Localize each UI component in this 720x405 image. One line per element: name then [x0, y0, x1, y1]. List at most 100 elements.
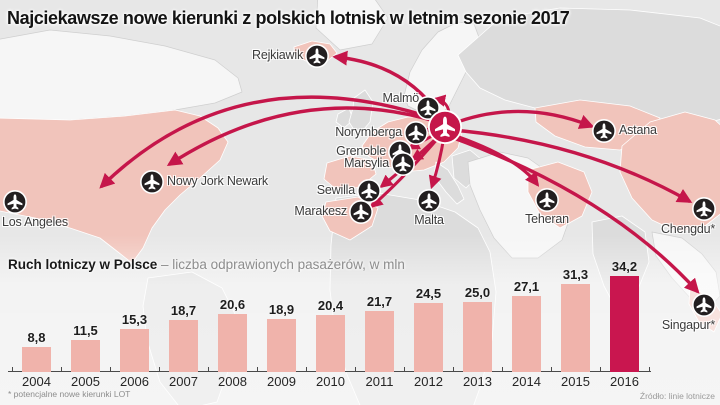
destination-label: Sewilla [316, 183, 355, 197]
plane-icon [391, 152, 415, 176]
chart-title-bold: Ruch lotniczy w Polsce [8, 257, 158, 272]
year-label: 2005 [71, 374, 100, 389]
value-label: 31,3 [562, 267, 589, 282]
plane-icon [592, 119, 616, 143]
destination-plane-icon [416, 96, 440, 120]
hub-plane-icon [427, 109, 463, 145]
year-label: 2013 [463, 374, 492, 389]
destination-plane-icon [305, 44, 329, 68]
plane-icon [692, 197, 716, 221]
axis-tick [649, 367, 650, 372]
value-label: 11,5 [73, 322, 98, 338]
axis-tick [208, 367, 209, 372]
destination-label: Los Angeles [2, 215, 68, 229]
value-label: 34,2 [611, 258, 638, 274]
chart-title: Ruch lotniczy w Polsce – liczba odprawio… [8, 257, 405, 272]
axis-tick [159, 367, 160, 372]
plane-icon [3, 190, 27, 214]
axis-tick [502, 367, 503, 372]
destination-label: Singapur* [661, 318, 715, 332]
bar-2014 [512, 295, 541, 372]
plane-icon [417, 189, 441, 213]
destination-plane-icon [349, 200, 373, 224]
destination-plane-icon [592, 119, 616, 143]
destination-plane-icon [417, 189, 441, 213]
plane-icon [404, 121, 428, 145]
year-label: 2011 [365, 374, 394, 389]
year-label: 2008 [218, 374, 247, 389]
year-label: 2015 [561, 374, 590, 389]
destination-plane-icon [692, 293, 716, 317]
footnote: * potencjalne nowe kierunki LOT [8, 389, 131, 399]
source-credit: Źródło: linie lotnicze [639, 391, 715, 401]
plane-icon [357, 179, 381, 203]
value-label: 24,5 [415, 286, 442, 302]
destination-plane-icon [404, 121, 428, 145]
value-label: 27,1 [513, 278, 540, 294]
year-label: 2007 [169, 374, 198, 389]
bar-2005 [71, 339, 100, 372]
bar-2008 [218, 314, 247, 372]
bar-2013 [463, 301, 492, 373]
axis-tick [12, 367, 13, 372]
destination-plane-icon [357, 179, 381, 203]
destination-label: Nowy Jork Newark [167, 174, 268, 188]
value-label: 25,0 [464, 284, 491, 300]
value-label: 8,8 [27, 330, 46, 346]
axis-tick [110, 367, 111, 372]
year-label: 2004 [22, 374, 51, 389]
bar-2010 [316, 314, 345, 372]
bar-2015 [561, 284, 590, 372]
value-label: 21,7 [366, 294, 393, 309]
destination-plane-icon [3, 190, 27, 214]
axis-tick [355, 367, 356, 372]
destination-label: Grenoble [336, 144, 386, 158]
year-label: 2012 [414, 374, 443, 389]
destination-label: Marsylia [344, 156, 389, 170]
route-chengdu [451, 128, 693, 203]
axis-tick [600, 367, 601, 372]
value-label: 20,6 [219, 297, 246, 313]
plane-icon [692, 293, 716, 317]
route-malmo [432, 94, 451, 114]
destination-label: Teheran [525, 212, 569, 226]
route-astana [450, 109, 595, 129]
axis-tick [453, 367, 454, 372]
bar-2009 [267, 318, 296, 372]
route-los-angeles [99, 95, 440, 189]
destination-label: Rejkiawik [252, 48, 303, 62]
destination-label: Malta [414, 213, 444, 227]
plane-icon [416, 96, 440, 120]
plane-icon [140, 170, 164, 194]
value-label: 18,9 [268, 301, 295, 317]
page-title: Najciekawsze nowe kierunki z polskich lo… [7, 8, 570, 28]
plane-icon [535, 188, 559, 212]
destination-label: Norymberga [335, 125, 402, 139]
destination-label: Malmö [382, 91, 419, 105]
bar-2007 [169, 319, 198, 372]
axis-tick [257, 367, 258, 372]
year-label: 2009 [267, 374, 296, 389]
bar-2004 [22, 347, 51, 372]
year-label: 2014 [512, 374, 541, 389]
axis-tick [306, 367, 307, 372]
plane-icon [349, 200, 373, 224]
axis-tick [61, 367, 62, 372]
destination-plane-icon [140, 170, 164, 194]
value-label: 20,4 [317, 297, 344, 313]
chart-title-subtitle: – liczba odprawionych pasażerów, w mln [157, 257, 405, 272]
bar-2006 [120, 329, 149, 372]
destination-label: Marakesz [294, 204, 347, 218]
route-singapur [449, 135, 700, 294]
axis-tick [404, 367, 405, 372]
bar-2016 [610, 275, 639, 372]
axis-tick [551, 367, 552, 372]
value-label: 18,7 [170, 302, 197, 318]
bar-2012 [414, 303, 443, 372]
destination-plane-icon [692, 197, 716, 221]
plane-icon [305, 44, 329, 68]
value-label: 15,3 [121, 312, 148, 327]
